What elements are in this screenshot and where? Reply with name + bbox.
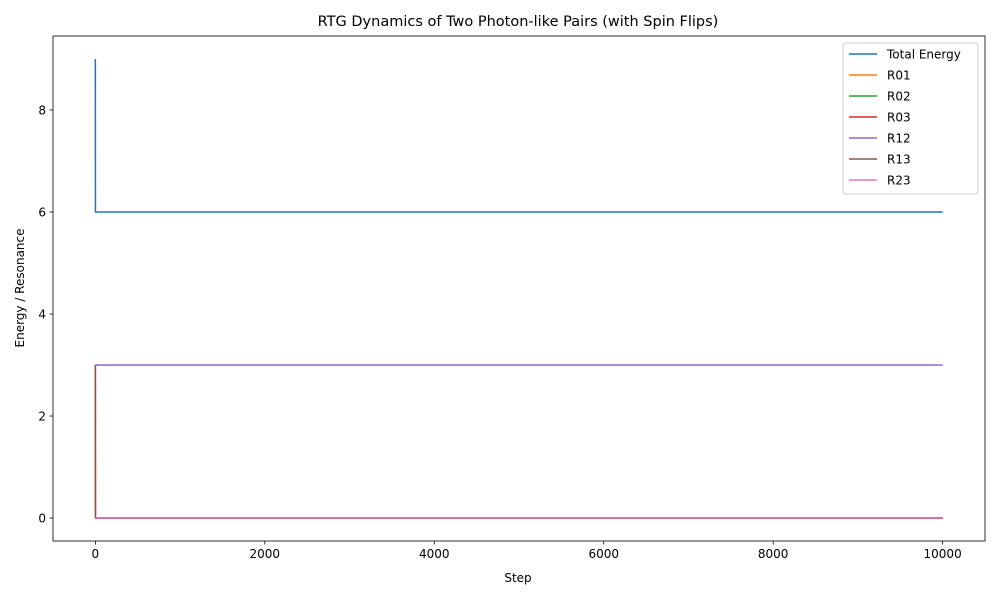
y-tick-label: 2 [38,409,46,423]
plot-area [53,36,985,541]
axes-frame [52,35,986,542]
x-tick-label: 2000 [250,547,281,561]
chart-title: RTG Dynamics of Two Photon-like Pairs (w… [318,14,719,30]
y-tick-label: 0 [38,511,46,525]
y-tick-label: 4 [38,307,46,321]
series-line-total-energy [94,58,943,213]
y-tick-label: 6 [38,205,46,219]
axes-border [52,35,986,542]
x-axis: 0 2000 4000 6000 8000 10000 [92,541,962,561]
legend-label: R12 [887,131,911,145]
y-axis: 0 2 4 6 8 [38,103,53,525]
x-axis-label: Step [504,571,531,585]
x-tick-label: 10000 [924,547,962,561]
legend-label: R03 [887,110,911,124]
legend-box [842,42,979,195]
y-axis-label: Energy / Resonance [13,228,27,347]
legend-label: Total Energy [886,47,961,61]
legend-label: R01 [887,68,911,82]
legend-label: R13 [887,152,911,166]
legend: Total Energy R01 R02 R03 R12 R13 R23 [842,42,979,195]
x-tick-label: 0 [92,547,100,561]
legend-label: R23 [887,173,911,187]
x-tick-label: 4000 [419,547,450,561]
legend-label: R02 [887,89,911,103]
x-tick-label: 6000 [588,547,619,561]
y-tick-label: 8 [38,103,46,117]
x-tick-label: 8000 [758,547,789,561]
series-layer [94,58,943,519]
